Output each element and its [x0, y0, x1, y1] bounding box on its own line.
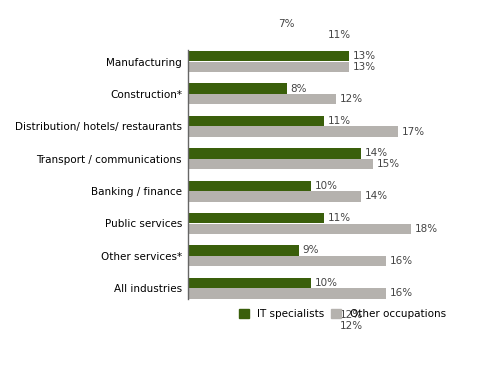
Text: 14%: 14% [365, 148, 388, 158]
Legend: IT specialists, Other occupations: IT specialists, Other occupations [238, 309, 446, 319]
Bar [188, 148, 361, 158]
Text: 7%: 7% [278, 19, 294, 29]
Text: 12%: 12% [340, 310, 363, 320]
Text: 12%: 12% [340, 321, 363, 331]
Text: 14%: 14% [365, 191, 388, 201]
Text: 18%: 18% [414, 224, 438, 234]
Bar [188, 278, 312, 288]
Bar [188, 51, 348, 61]
Bar [188, 191, 361, 202]
Bar [188, 19, 274, 29]
Text: 11%: 11% [328, 30, 350, 40]
Bar [188, 116, 324, 126]
Text: 13%: 13% [352, 51, 376, 61]
Bar [188, 29, 324, 40]
Text: 9%: 9% [303, 246, 320, 255]
Text: 12%: 12% [340, 94, 363, 104]
Text: 10%: 10% [315, 181, 338, 191]
Bar [188, 126, 398, 137]
Bar [188, 94, 336, 105]
Bar [188, 321, 336, 331]
Text: 10%: 10% [315, 278, 338, 288]
Text: 11%: 11% [328, 116, 350, 126]
Bar [188, 180, 312, 191]
Text: 16%: 16% [390, 288, 412, 298]
Bar [188, 245, 299, 256]
Bar [188, 213, 324, 223]
Text: 13%: 13% [352, 62, 376, 72]
Bar [188, 224, 410, 234]
Bar [188, 159, 374, 169]
Text: 17%: 17% [402, 126, 425, 137]
Text: 16%: 16% [390, 256, 412, 266]
Bar [188, 288, 386, 299]
Bar [188, 62, 348, 72]
Text: 15%: 15% [377, 159, 400, 169]
Text: 8%: 8% [290, 84, 307, 94]
Bar [188, 256, 386, 266]
Text: 11%: 11% [328, 213, 350, 223]
Bar [188, 83, 286, 94]
Bar [188, 310, 336, 320]
